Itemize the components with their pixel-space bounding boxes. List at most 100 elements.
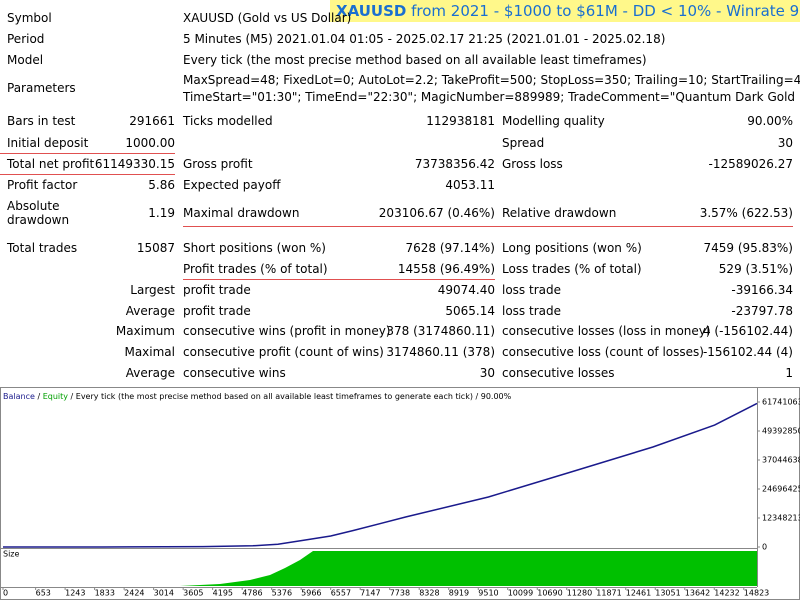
highlight-rule	[183, 279, 495, 280]
legend-separator: /	[68, 392, 76, 401]
x-tick-label: 14232	[714, 589, 739, 598]
stat-value: 203106.67 (0.46%)	[378, 206, 495, 220]
row-prefix: Average	[125, 304, 175, 318]
banner: XAUUSD from 2021 - $1000 to $61M - DD < …	[330, 0, 800, 22]
info-value: XAUUSD (Gold vs US Dollar)	[183, 11, 352, 25]
x-tick-label: 1833	[95, 589, 115, 598]
stat-value: 3174860.11 (378)	[386, 345, 495, 359]
legend-separator: /	[35, 392, 43, 401]
row-prefix: Largest	[130, 283, 175, 297]
row-prefix: Maximum	[115, 324, 175, 338]
x-tick-label: 13051	[655, 589, 680, 598]
stat-label: Gross profit	[183, 157, 253, 171]
stat-value: 5.86	[148, 178, 175, 192]
stat-value: 49074.40	[437, 283, 495, 297]
y-tick-label: 49392850	[762, 427, 800, 436]
legend-entry: Balance	[3, 392, 35, 401]
y-tick-label: 12348213	[762, 514, 800, 523]
stat-value: -12589026.27	[708, 157, 794, 171]
info-value: Every tick (the most precise method base…	[183, 53, 647, 67]
stat-value: 14558 (96.49%)	[397, 262, 495, 276]
stat-value: 30	[479, 366, 495, 380]
stat-value: 73738356.42	[414, 157, 495, 171]
y-tick-label: 37044638	[762, 456, 800, 465]
size-area	[180, 551, 757, 586]
stat-value: 3.57% (622.53)	[699, 206, 793, 220]
banner-highlight: XAUUSD	[336, 2, 407, 20]
info-label: Period	[7, 32, 45, 46]
stat-label: profit trade	[183, 283, 251, 297]
legend-entry: Equity	[43, 392, 69, 401]
info-value: TimeStart="01:30"; TimeEnd="22:30"; Magi…	[183, 90, 800, 104]
stat-value: 112938181	[426, 114, 495, 128]
stat-label: Relative drawdown	[502, 206, 617, 220]
x-tick-label: 11871	[596, 589, 621, 598]
stat-label: Spread	[502, 136, 545, 150]
stat-value: -156102.44 (4)	[702, 345, 793, 359]
x-tick-label: 1243	[65, 589, 85, 598]
info-label: Symbol	[7, 11, 52, 25]
stat-value: 15087	[136, 241, 175, 255]
stat-value: 5065.14	[445, 304, 495, 318]
x-tick-label: 7738	[390, 589, 410, 598]
banner-text: from 2021 - $1000 to $61M - DD < 10% - W…	[411, 2, 800, 20]
x-tick-label: 3014	[154, 589, 174, 598]
stat-value: 4053.11	[445, 178, 495, 192]
stat-label: consecutive losses (loss in money)	[502, 324, 711, 338]
stat-label: consecutive wins (profit in money)	[183, 324, 391, 338]
stat-value: 378 (3174860.11)	[386, 324, 495, 338]
x-tick-label: 3605	[183, 589, 203, 598]
stat-value: 1000.00	[125, 136, 175, 150]
stat-label: Initial deposit	[7, 136, 89, 150]
stat-label: Gross loss	[502, 157, 563, 171]
stat-label: Loss trades (% of total)	[502, 262, 642, 276]
stat-value: 1.19	[148, 206, 175, 220]
stat-label: Profit trades (% of total)	[183, 262, 328, 276]
x-tick-label: 9510	[478, 589, 498, 598]
x-tick-label: 8328	[419, 589, 439, 598]
x-tick-label: 4195	[213, 589, 233, 598]
stat-label: consecutive losses	[502, 366, 615, 380]
stat-value: 90.00%	[747, 114, 793, 128]
stat-label: Short positions (won %)	[183, 241, 326, 255]
stat-label: Long positions (won %)	[502, 241, 642, 255]
stat-label: Total trades	[7, 241, 78, 255]
row-prefix: Average	[125, 366, 175, 380]
y-tick-label: 61741063	[762, 398, 800, 407]
stat-value: 529 (3.51%)	[718, 262, 793, 276]
info-value: 5 Minutes (M5) 2021.01.04 01:05 - 2025.0…	[183, 32, 666, 46]
x-tick-label: 4786	[242, 589, 262, 598]
info-label: Model	[7, 53, 44, 67]
stat-label: Bars in test	[7, 114, 76, 128]
stat-value: 4 (-156102.44)	[702, 324, 793, 338]
stat-value: 7628 (97.14%)	[405, 241, 495, 255]
highlight-rule	[0, 174, 175, 175]
stat-value: -23797.78	[731, 304, 793, 318]
stat-label: Expected payoff	[183, 178, 281, 192]
stat-value: 7459 (95.83%)	[703, 241, 793, 255]
x-tick-label: 10690	[537, 589, 562, 598]
x-tick-label: 2424	[124, 589, 144, 598]
stat-label: consecutive profit (count of wins)	[183, 345, 384, 359]
x-tick-label: 5376	[272, 589, 292, 598]
x-tick-label: 8919	[449, 589, 469, 598]
stat-label: profit trade	[183, 304, 251, 318]
stat-value: -39166.34	[731, 283, 793, 297]
stat-value: 61149330.15	[94, 157, 175, 171]
x-tick-label: 7147	[360, 589, 380, 598]
x-tick-label: 653	[36, 589, 51, 598]
x-tick-label: 0	[3, 589, 8, 598]
x-tick-label: 14823	[744, 589, 769, 598]
highlight-rule	[0, 153, 175, 154]
x-tick-label: 12461	[626, 589, 651, 598]
stat-label: loss trade	[502, 283, 561, 297]
x-tick-label: 11280	[567, 589, 592, 598]
stat-label: consecutive loss (count of losses)	[502, 345, 704, 359]
stat-label: loss trade	[502, 304, 561, 318]
x-tick-label: 13642	[685, 589, 710, 598]
y-tick-label: 0	[762, 543, 767, 552]
stat-label: Total net profit	[7, 157, 95, 171]
stat-value: 30	[777, 136, 793, 150]
panel-label: Size	[3, 550, 20, 559]
stat-label: Absolute drawdown	[7, 199, 70, 227]
